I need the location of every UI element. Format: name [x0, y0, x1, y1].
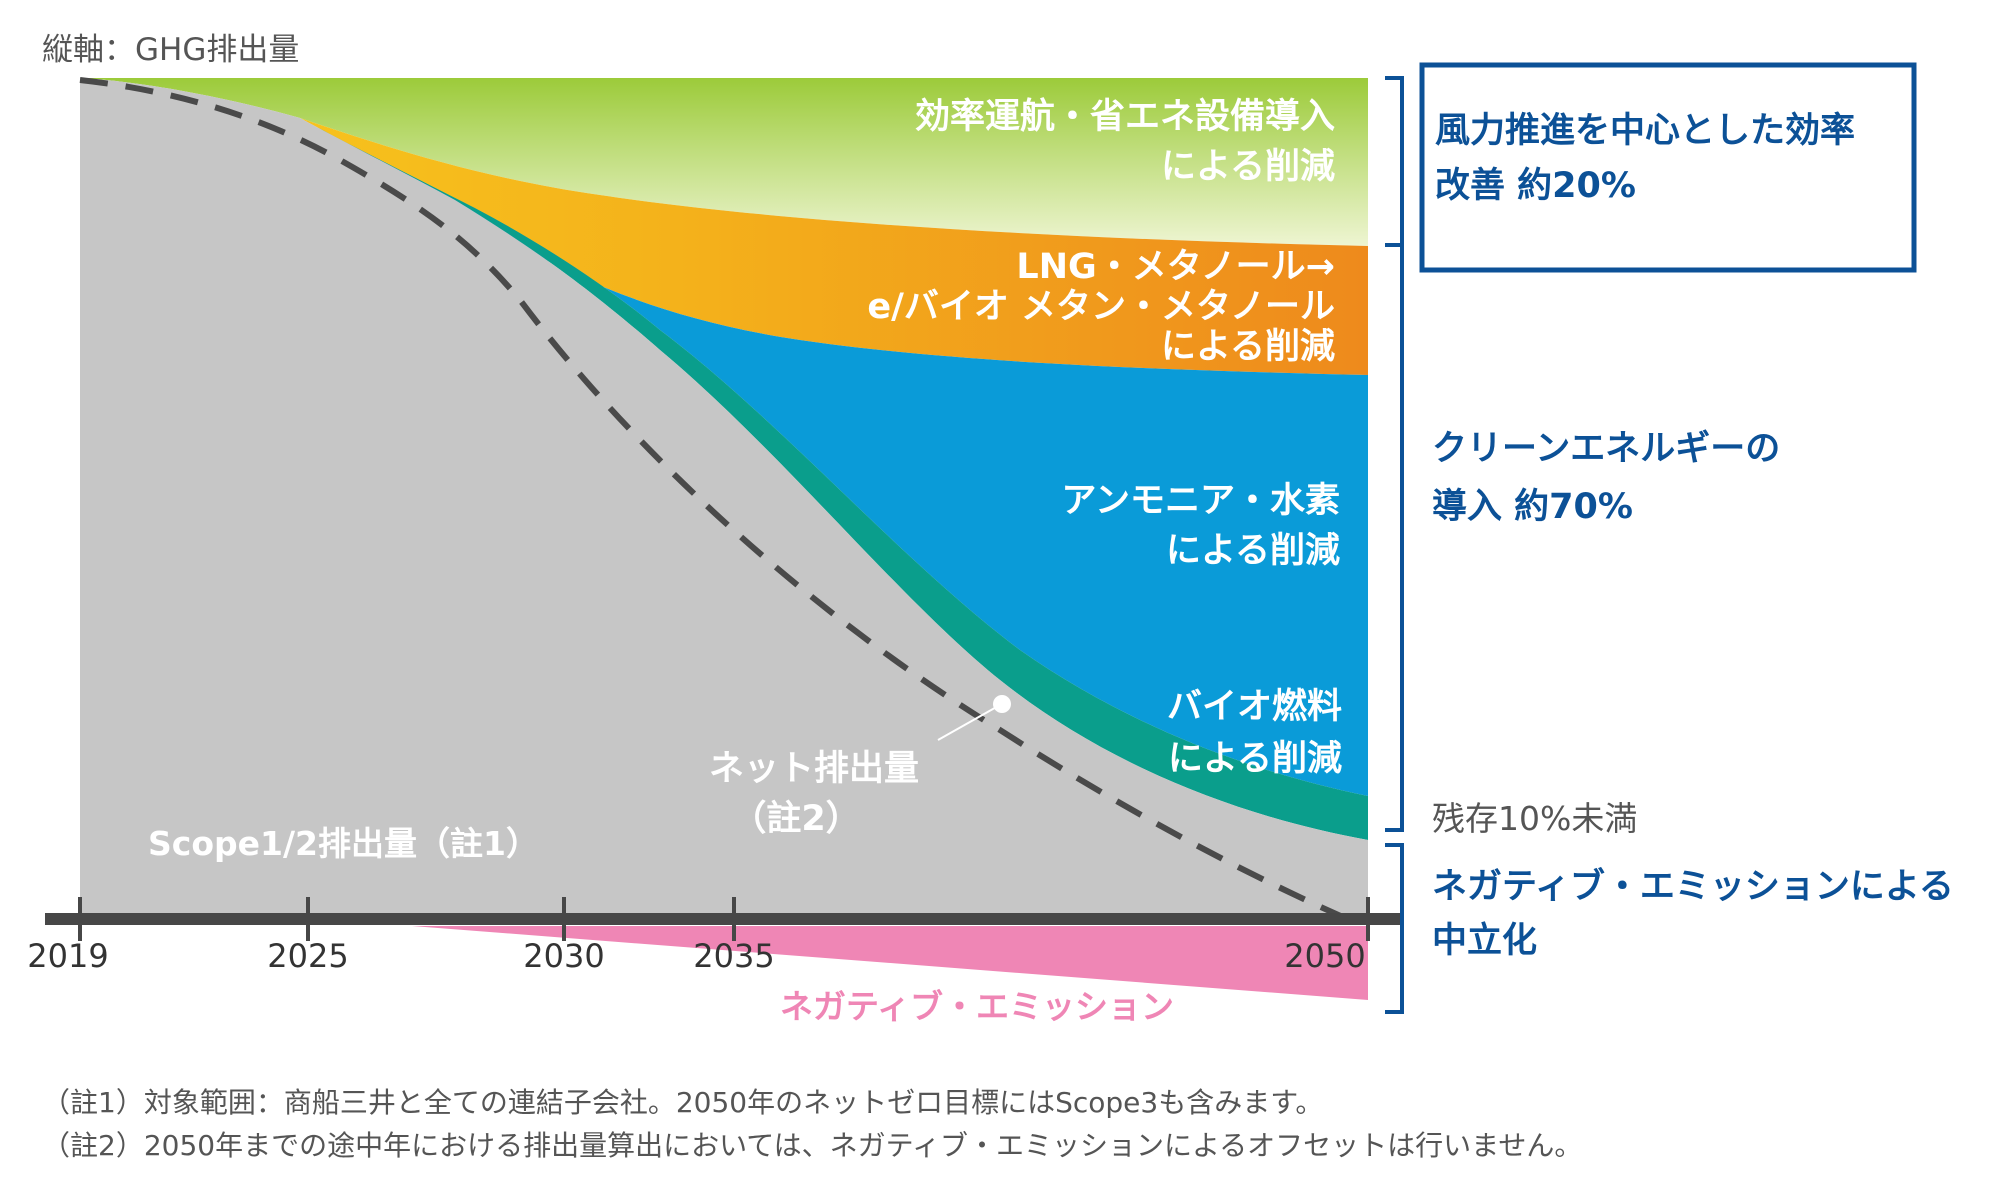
bracket-neutralization	[1385, 843, 1404, 1014]
tick-mark	[732, 897, 736, 941]
annotation-clean-line2: 導入 約70%	[1432, 487, 1633, 527]
annotation-neutralization-line1: ネガティブ・エミッションによる	[1432, 866, 1954, 907]
tick-mark	[78, 897, 82, 941]
right-brackets	[1385, 76, 1404, 1014]
negative-emission-area	[412, 926, 1368, 1000]
annotation-residual: 残存10%未満	[1432, 799, 1637, 838]
efficiency-annotation-box	[1419, 62, 1917, 273]
band-scope12	[80, 78, 1368, 918]
net-emission-leader-line	[937, 704, 1001, 741]
label-biofuel-line1: バイオ燃料	[1167, 687, 1342, 727]
label-lng-line1: LNG・メタノール→	[1016, 247, 1335, 287]
label-scope12: Scope1/2排出量（註1）	[148, 824, 539, 863]
annotation-efficiency-line1: 風力推進を中心とした効率	[1435, 111, 1855, 151]
tick-mark	[306, 897, 310, 941]
label-ammonia-line2: による削減	[1166, 531, 1340, 571]
net-emission-dashed-line	[79, 77, 1347, 921]
footnote-1: （註1）対象範囲：商船三井と全ての連結子会社。2050年のネットゼロ目標にはSc…	[42, 1086, 1323, 1119]
label-efficiency-line1: 効率運航・省エネ設備導入	[915, 96, 1335, 137]
label-lng-line2: e/バイオ メタン・メタノール	[867, 287, 1335, 327]
x-tick-label: 2025	[267, 937, 348, 975]
label-net-emission-line1: ネット排出量	[709, 749, 919, 789]
bracket-clean-energy	[1385, 243, 1404, 832]
label-lng-line3: による削減	[1161, 327, 1335, 367]
band-ammonia-hydrogen	[300, 118, 1368, 796]
band-efficiency	[80, 78, 1368, 246]
label-net-emission-line2: （註2）	[731, 799, 860, 839]
annotation-neutralization-line2: 中立化	[1432, 921, 1537, 961]
x-tick-label: 2035	[693, 937, 774, 975]
band-labels: 効率運航・省エネ設備導入 による削減 LNG・メタノール→ e/バイオ メタン・…	[867, 96, 1342, 779]
x-axis	[45, 913, 1400, 925]
y-axis-title: 縦軸：GHG排出量	[42, 32, 299, 68]
label-negative-emission: ネガティブ・エミッション	[780, 987, 1174, 1026]
net-emission-leader-dot	[993, 695, 1011, 713]
label-ammonia-line1: アンモニア・水素	[1061, 481, 1340, 521]
bracket-efficiency	[1385, 76, 1404, 247]
x-tick-label: 2050	[1284, 937, 1365, 975]
tick-mark	[1366, 897, 1370, 941]
x-tick-label: 2019	[27, 937, 108, 975]
tick-mark	[562, 897, 566, 941]
annotation-clean-line1: クリーンエネルギーの	[1432, 429, 1780, 469]
band-lng-methanol	[300, 118, 1368, 375]
x-tick-label: 2030	[523, 937, 604, 975]
footnote-2: （註2）2050年までの途中年における排出量算出においては、ネガティブ・エミッシ…	[42, 1129, 1582, 1162]
annotation-efficiency-line2: 改善 約20%	[1435, 166, 1636, 206]
label-biofuel-line2: による削減	[1168, 739, 1342, 779]
x-axis-tick-marks	[78, 897, 1370, 941]
label-efficiency-line2: による削減	[1161, 147, 1335, 187]
